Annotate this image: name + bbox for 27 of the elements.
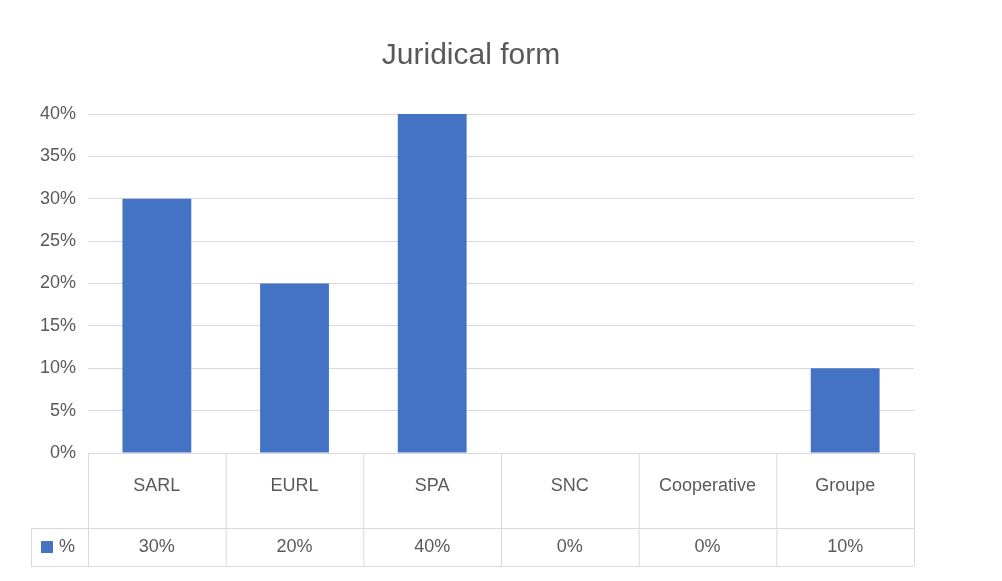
data-label: 0% bbox=[556, 535, 583, 556]
bar bbox=[810, 368, 880, 453]
data-label: 10% bbox=[827, 535, 864, 556]
data-label: 40% bbox=[414, 535, 451, 556]
y-tick-label: 40% bbox=[40, 102, 77, 123]
bar bbox=[260, 283, 329, 453]
x-tick-label: SPA bbox=[414, 474, 450, 495]
data-label: 20% bbox=[276, 535, 313, 556]
y-tick-label: 35% bbox=[40, 145, 77, 166]
x-tick-label: Groupe bbox=[815, 474, 876, 495]
x-tick-label: EURL bbox=[270, 474, 319, 495]
y-tick-label: 5% bbox=[50, 399, 77, 420]
x-tick-label: SARL bbox=[133, 474, 181, 495]
y-tick-label: 30% bbox=[40, 187, 77, 208]
bar bbox=[397, 114, 467, 453]
chart-title: Juridical form bbox=[381, 37, 561, 71]
y-tick-label: 20% bbox=[40, 272, 77, 293]
x-tick-label: SNC bbox=[550, 474, 589, 495]
y-tick-label: 25% bbox=[40, 230, 77, 251]
legend-label: % bbox=[59, 535, 76, 556]
y-tick-label: 0% bbox=[50, 441, 77, 462]
data-label: 0% bbox=[694, 535, 721, 556]
data-label: 30% bbox=[138, 535, 175, 556]
y-tick-label: 15% bbox=[40, 314, 77, 335]
y-tick-label: 10% bbox=[40, 357, 77, 378]
x-tick-label: Cooperative bbox=[658, 474, 757, 495]
bar bbox=[122, 198, 192, 453]
